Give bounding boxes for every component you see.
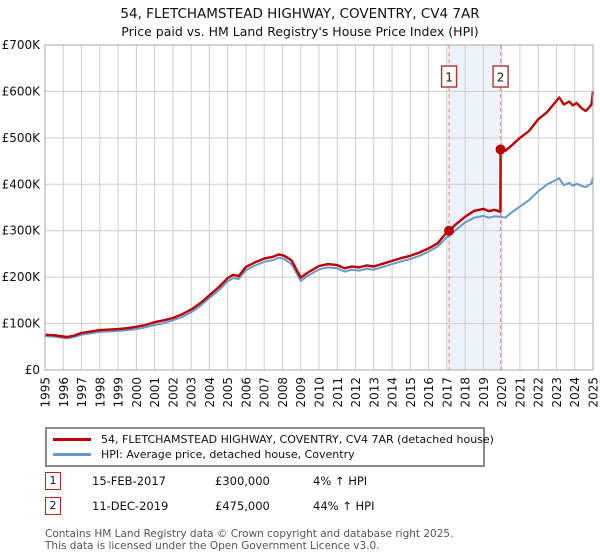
legend-item-hpi: HPI: Average price, detached house, Cove… bbox=[53, 448, 477, 461]
x-axis-tick-label: 2001 bbox=[148, 377, 162, 408]
x-axis-tick-label: 2014 bbox=[386, 377, 400, 408]
sale-number-box-label: 1 bbox=[445, 71, 453, 85]
license-footer: Contains HM Land Registry data © Crown c… bbox=[45, 528, 585, 552]
legend: 54, FLETCHAMSTEAD HIGHWAY, COVENTRY, CV4… bbox=[45, 427, 494, 467]
x-axis-tick-label: 2018 bbox=[459, 377, 473, 408]
y-axis-tick-label: £700K bbox=[2, 38, 42, 52]
x-axis-tick-label: 2024 bbox=[568, 377, 582, 408]
sale-2-price: £475,000 bbox=[215, 499, 270, 513]
x-axis-tick-label: 1996 bbox=[57, 377, 71, 408]
y-axis-tick-label: £500K bbox=[2, 131, 42, 145]
x-axis-tick-label: 2000 bbox=[130, 377, 144, 408]
x-axis-tick-label: 2015 bbox=[404, 377, 418, 408]
x-axis-tick-label: 2002 bbox=[166, 377, 180, 408]
price-paid-series-line bbox=[44, 91, 595, 339]
hpi-series-line bbox=[44, 177, 594, 340]
x-axis-tick-label: 2003 bbox=[185, 377, 199, 408]
y-axis-tick-label: £600K bbox=[2, 84, 42, 98]
y-axis-tick-label: £300K bbox=[2, 224, 42, 238]
page-title: 54, FLETCHAMSTEAD HIGHWAY, COVENTRY, CV4… bbox=[120, 6, 480, 22]
sale-1-hpi-delta: 4% ↑ HPI bbox=[313, 474, 368, 488]
x-axis-tick-label: 2009 bbox=[294, 377, 308, 408]
y-axis-tick-label: £400K bbox=[2, 177, 42, 191]
legend-label-hpi: HPI: Average price, detached house, Cove… bbox=[101, 448, 355, 461]
x-axis-tick-label: 2021 bbox=[513, 377, 527, 408]
price-history-chart: 1 2 1995 1996 1997 1998 1999 2000 2001 2002 2003 20… bbox=[2, 38, 600, 408]
sale-annotation-row-1: 1 15-FEB-2017 £300,000 4% ↑ HPI bbox=[45, 472, 585, 490]
x-axis-tick-label: 2023 bbox=[550, 377, 564, 408]
x-axis-tick-label: 2010 bbox=[313, 377, 327, 408]
sale-number-box-label: 2 bbox=[497, 71, 505, 85]
x-axis-tick-label: 1995 bbox=[39, 377, 53, 408]
footer-line-1: Contains HM Land Registry data © Crown c… bbox=[45, 528, 454, 540]
footer-line-2: This data is licensed under the Open Gov… bbox=[45, 539, 380, 552]
price-paid-line-swatch bbox=[53, 438, 91, 441]
legend-label-price-paid: 54, FLETCHAMSTEAD HIGHWAY, COVENTRY, CV4… bbox=[101, 433, 494, 446]
sale-1-number-badge: 1 bbox=[45, 472, 61, 490]
x-axis-tick-label: 2019 bbox=[477, 377, 491, 408]
plot-border bbox=[44, 44, 594, 371]
x-axis-tick-label: 2007 bbox=[258, 377, 272, 408]
sale-number-box bbox=[440, 65, 458, 88]
sale-point-dot bbox=[495, 144, 506, 155]
x-axis-tick-label: 2004 bbox=[203, 377, 217, 408]
x-axis-tick-label: 2012 bbox=[349, 377, 363, 408]
y-axis-tick-label: £0 bbox=[25, 363, 40, 377]
x-axis-tick-label: 2008 bbox=[276, 377, 290, 408]
sale-number-box bbox=[492, 65, 509, 88]
hpi-line-swatch bbox=[53, 453, 91, 456]
sale-2-number-badge: 2 bbox=[45, 497, 61, 515]
sale-1-date: 15-FEB-2017 bbox=[92, 474, 166, 488]
x-axis-tick-label: 1999 bbox=[112, 377, 126, 408]
x-axis-tick-label: 2022 bbox=[532, 377, 546, 408]
x-axis-tick-label: 2005 bbox=[221, 377, 235, 408]
x-axis-tick-label: 2006 bbox=[239, 377, 253, 408]
sale-point-dot bbox=[444, 225, 455, 236]
x-axis-tick-label: 1997 bbox=[75, 377, 89, 408]
sale-2-hpi-delta: 44% ↑ HPI bbox=[313, 499, 375, 513]
x-axis-tick-label: 1998 bbox=[93, 377, 107, 408]
between-sales-band bbox=[449, 45, 501, 370]
x-axis-tick-label: 2025 bbox=[587, 377, 600, 408]
x-axis-tick-label: 2011 bbox=[331, 377, 345, 408]
x-axis-tick-label: 2020 bbox=[495, 377, 509, 408]
y-axis-tick-label: £200K bbox=[2, 270, 42, 284]
x-axis-tick-label: 2013 bbox=[367, 377, 381, 408]
sale-annotation-row-2: 2 11-DEC-2019 £475,000 44% ↑ HPI bbox=[45, 497, 585, 515]
x-axis-tick-label: 2016 bbox=[422, 377, 436, 408]
x-axis-tick-label: 2017 bbox=[440, 377, 454, 408]
page-subtitle: Price paid vs. HM Land Registry's House … bbox=[121, 24, 479, 39]
sale-2-date: 11-DEC-2019 bbox=[92, 499, 169, 513]
y-axis-tick-label: £100K bbox=[2, 317, 42, 331]
sale-1-price: £300,000 bbox=[215, 474, 270, 488]
legend-item-price-paid: 54, FLETCHAMSTEAD HIGHWAY, COVENTRY, CV4… bbox=[53, 433, 494, 446]
